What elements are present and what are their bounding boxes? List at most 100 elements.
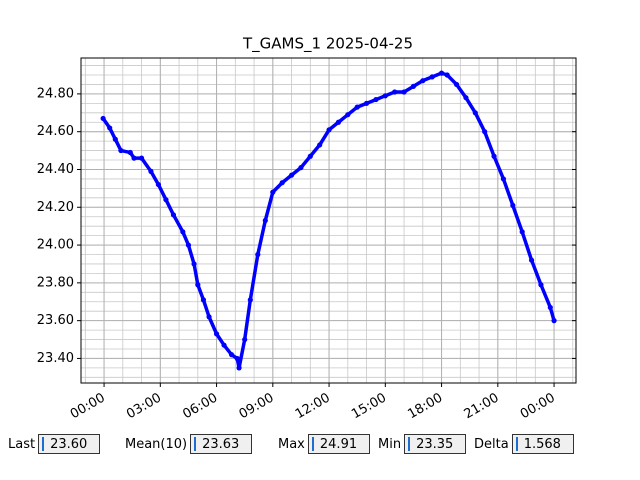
marker (170, 212, 177, 218)
marker (228, 352, 235, 358)
marker (138, 155, 145, 161)
marker (438, 70, 445, 76)
caret (194, 437, 197, 451)
stat-field[interactable]: 1.568 (511, 434, 574, 454)
marker (317, 142, 323, 148)
line (101, 71, 556, 370)
marker (221, 342, 227, 348)
marker (401, 89, 407, 95)
marker (234, 355, 240, 362)
y-tick-label: 24.40 (37, 162, 74, 177)
stat: Min 23.35 (378, 433, 467, 455)
marker (373, 96, 379, 103)
marker (191, 261, 197, 267)
x-tick-label: 21:00 (462, 391, 502, 423)
chart: T_GAMS_1 2025-04-25 00:00 03:00 06:00 09:00… (37, 35, 577, 423)
stat: Max 24.91 (278, 433, 370, 455)
marker (206, 314, 212, 320)
marker (270, 189, 276, 195)
y-tick-label: 23.80 (37, 275, 74, 290)
marker (410, 83, 417, 89)
y-tick-label: 24.80 (37, 86, 74, 101)
marker (127, 149, 133, 156)
stat-field[interactable]: 23.35 (404, 434, 467, 454)
stat-field[interactable]: 23.63 (190, 434, 253, 454)
x-tick-label: 06:00 (180, 391, 220, 423)
marker (551, 318, 557, 324)
marker (326, 127, 332, 133)
x-tick-label: 03:00 (124, 391, 164, 423)
y-tick-label: 24.60 (37, 124, 74, 139)
chart-title: T_GAMS_1 2025-04-25 (242, 35, 413, 54)
marker (335, 119, 342, 125)
stat-label: Min (378, 436, 402, 452)
marker (463, 95, 469, 101)
stat: Delta 1.568 (474, 433, 574, 455)
stat-value: 23.35 (416, 436, 454, 452)
y-tick-label: 24.20 (37, 200, 74, 215)
marker (163, 197, 169, 203)
marker (547, 304, 553, 311)
x-tick-label: 12:00 (293, 391, 333, 423)
marker (100, 115, 106, 122)
marker (213, 331, 220, 337)
stat-value: 23.63 (202, 436, 240, 452)
marker (236, 365, 242, 371)
marker (429, 74, 435, 80)
marker (307, 153, 313, 159)
marker (155, 181, 162, 188)
marker (185, 242, 192, 248)
marker (444, 72, 450, 78)
marker (420, 78, 426, 84)
marker (528, 257, 535, 263)
y-tick-label: 24.00 (37, 238, 74, 253)
marker (255, 251, 261, 258)
marker (453, 81, 460, 88)
stat-field[interactable]: 24.91 (307, 434, 370, 454)
marker (200, 297, 207, 303)
caret (515, 437, 518, 451)
marker (247, 297, 253, 303)
caret (408, 437, 411, 451)
marker (472, 110, 478, 116)
marker (392, 89, 398, 95)
marker (354, 104, 360, 110)
x-tick-label: 18:00 (405, 391, 445, 423)
marker (262, 217, 268, 224)
marker (363, 100, 370, 106)
marker (242, 336, 248, 343)
x-tick-label: 00:00 (518, 391, 558, 423)
stat-value: 23.60 (50, 436, 88, 452)
marker (118, 147, 124, 154)
marker (345, 112, 351, 118)
stat: Mean(10) 23.63 (125, 433, 253, 455)
marker (491, 153, 497, 159)
x-tick-label: 15:00 (349, 391, 389, 423)
marker (131, 155, 137, 161)
x-tick-label: 00:00 (68, 391, 108, 423)
marker (500, 176, 507, 182)
x-tick-label: 09:00 (237, 391, 277, 423)
stat-label: Mean(10) (125, 436, 188, 452)
marker (482, 129, 488, 135)
marker (519, 229, 525, 235)
marker (510, 202, 516, 208)
stat-value: 1.568 (523, 436, 561, 452)
caret (311, 437, 314, 451)
marker (112, 136, 118, 142)
caret (42, 437, 45, 451)
y-tick-label: 23.40 (37, 351, 74, 366)
marker (180, 229, 186, 235)
marker (148, 168, 154, 174)
stat-label: Delta (474, 436, 509, 452)
stat-field[interactable]: 23.60 (38, 434, 101, 454)
marker (279, 180, 285, 186)
stat-label: Max (278, 436, 305, 452)
plot-frame (80, 57, 577, 384)
marker (195, 282, 201, 288)
marker (107, 125, 113, 131)
marker (382, 93, 388, 99)
marker (538, 282, 544, 288)
marker (288, 172, 295, 178)
